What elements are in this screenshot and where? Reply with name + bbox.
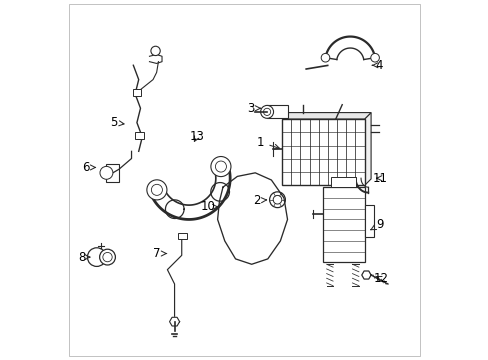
- Text: 10: 10: [200, 201, 218, 213]
- Circle shape: [215, 161, 226, 172]
- Text: 6: 6: [82, 161, 96, 174]
- Circle shape: [151, 184, 162, 195]
- Bar: [364, 205, 373, 237]
- Text: 11: 11: [372, 172, 387, 185]
- Text: 2: 2: [253, 194, 266, 207]
- Text: 1: 1: [256, 136, 279, 149]
- Bar: [132, 89, 141, 96]
- Circle shape: [263, 108, 270, 116]
- Text: 12: 12: [372, 272, 387, 285]
- Circle shape: [273, 195, 281, 204]
- Text: 7: 7: [153, 247, 166, 260]
- Polygon shape: [364, 113, 370, 185]
- Circle shape: [321, 53, 329, 62]
- Text: 13: 13: [189, 130, 204, 143]
- Bar: [330, 177, 355, 187]
- Text: 8: 8: [79, 251, 90, 264]
- Circle shape: [100, 249, 115, 265]
- Circle shape: [100, 166, 113, 179]
- Circle shape: [269, 192, 285, 208]
- Text: 3: 3: [246, 102, 260, 115]
- Circle shape: [210, 157, 230, 177]
- Bar: [106, 164, 119, 182]
- Circle shape: [370, 53, 379, 62]
- Text: 4: 4: [371, 59, 382, 72]
- Bar: [266, 105, 287, 118]
- Polygon shape: [282, 113, 370, 119]
- Circle shape: [87, 248, 106, 266]
- Circle shape: [102, 252, 112, 262]
- Bar: [323, 187, 364, 262]
- Bar: [282, 119, 364, 185]
- Text: 5: 5: [110, 116, 124, 129]
- Circle shape: [260, 105, 273, 118]
- Bar: [135, 132, 144, 139]
- Circle shape: [151, 46, 160, 55]
- Bar: [178, 233, 187, 239]
- Circle shape: [146, 180, 166, 200]
- Text: 9: 9: [370, 218, 383, 231]
